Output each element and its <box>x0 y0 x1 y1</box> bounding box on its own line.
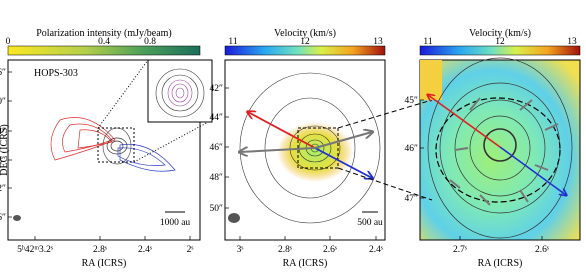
colorbar-tick-label: 12 <box>495 37 505 47</box>
field-arrow <box>314 132 372 149</box>
x-tick-label: 3ˢ <box>237 245 244 255</box>
zoom-line <box>97 59 149 129</box>
colorbar-tick-label: 13 <box>373 37 383 47</box>
x-axis-label: RA (ICRS) <box>478 258 523 269</box>
inset-contours <box>155 68 205 118</box>
y-tick-label: 44″ <box>210 113 224 123</box>
panel-frame <box>419 59 581 241</box>
y-tick-label: 46″ <box>210 143 224 153</box>
x-tick-label: 2.4ˢ <box>369 245 383 255</box>
x-tick-label: 2.6ˢ <box>323 245 337 255</box>
x-tick-label: 5ʰ42ᵐ3.2ˢ <box>17 245 53 255</box>
colorbar-tick-label: 11 <box>423 37 432 47</box>
y-tick-label: 52″ <box>0 184 6 194</box>
colorbar-title: Velocity (km/s) <box>469 28 531 39</box>
colorbar-tick-label: 0.8 <box>144 37 156 47</box>
outflow-arrow <box>314 147 372 178</box>
colorbar <box>224 45 386 56</box>
velocity-map <box>420 60 442 100</box>
outflow-arrow <box>499 146 566 195</box>
colorbar-tick-label: 12 <box>300 37 310 47</box>
y-tick-label: 48″ <box>210 173 224 183</box>
beam <box>13 215 21 221</box>
y-tick-label: 42″ <box>210 84 224 94</box>
x-tick-label: 2ˢ <box>187 245 194 255</box>
colorbar-title: Polarization intensity (mJy/beam) <box>36 28 172 39</box>
y-axis-label: DEC (ICRS) <box>0 124 10 175</box>
contours <box>427 57 573 239</box>
scale-bar-label: 500 au <box>357 218 383 228</box>
y-tick-label: 47″ <box>405 194 419 204</box>
x-tick-label: 2.8ˢ <box>278 245 292 255</box>
y-tick-label: 45″ <box>405 96 419 106</box>
x-tick-label: 2.6ˢ <box>535 245 549 255</box>
x-axis-label: RA (ICRS) <box>82 258 127 269</box>
dashed-ellipse <box>435 97 561 203</box>
tick-marks <box>8 71 543 240</box>
zoom-line <box>337 99 433 129</box>
outflow-arrow <box>248 112 316 149</box>
y-tick-label: −2°7′56″ <box>0 212 6 223</box>
colorbar-tick-label: 13 <box>567 37 577 47</box>
inset <box>147 59 213 123</box>
colorbar <box>419 45 581 56</box>
polarization-segments <box>449 97 559 206</box>
colorbar-tick-label: 11 <box>228 37 237 47</box>
source-label: HOPS-303 <box>34 68 78 79</box>
field-arrow <box>240 148 316 152</box>
contours <box>50 117 176 172</box>
y-tick-label: 40″ <box>0 97 6 107</box>
y-tick-label: 46″ <box>405 144 419 154</box>
zoom-line <box>337 167 433 201</box>
x-axis-label: RA (ICRS) <box>283 258 328 269</box>
colorbar <box>7 45 201 56</box>
zoom-box <box>97 127 135 163</box>
outflow-arrow <box>428 95 501 148</box>
x-tick-label: 2.8ˢ <box>93 245 107 255</box>
x-tick-label: 2.7ˢ <box>453 245 467 255</box>
colorbar-tick-label: 0.4 <box>98 37 110 47</box>
beam <box>228 213 240 223</box>
colorbar-title: Velocity (km/s) <box>274 28 336 39</box>
y-tick-label: 48″ <box>0 156 6 166</box>
colorbar-tick-label: 0 <box>6 37 11 47</box>
y-tick-label: 50″ <box>210 204 224 214</box>
y-tick-label: 36″ <box>0 68 6 78</box>
x-tick-label: 2.4ˢ <box>138 245 152 255</box>
y-tick-label: 44″ <box>0 127 6 137</box>
scale-bar-label: 1000 au <box>160 218 191 228</box>
